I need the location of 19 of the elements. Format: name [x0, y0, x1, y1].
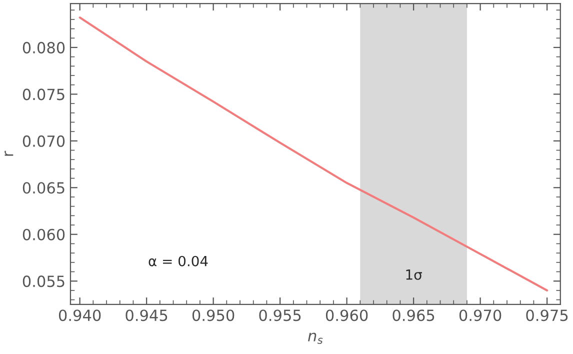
y-tick-label: 0.065: [22, 182, 64, 194]
y-tick-label: 0.080: [22, 42, 65, 54]
y-axis-title: r: [4, 150, 14, 156]
x-tick-label: 0.965: [392, 310, 434, 322]
y-tick-label: 0.055: [22, 276, 64, 288]
band-label: 1σ: [406, 270, 422, 280]
x-axis-title: n$_{s}$: [308, 332, 323, 344]
x-tick-label: 0.955: [259, 310, 301, 322]
line-series: [78, 16, 548, 292]
annotation: α = 0.04: [148, 256, 208, 266]
y-tick-label: 0.070: [22, 135, 65, 147]
x-tick-label: 0.945: [126, 310, 168, 322]
y-tick-label: 0.075: [22, 88, 64, 100]
y-tick-label: 0.060: [22, 228, 65, 240]
x-tick-label: 0.960: [326, 310, 368, 322]
x-tick-label: 0.940: [58, 310, 101, 322]
x-tick-label: 0.950: [192, 310, 234, 322]
x-tick-label: 0.970: [459, 310, 502, 322]
x-tick-label: 0.975: [526, 310, 568, 322]
